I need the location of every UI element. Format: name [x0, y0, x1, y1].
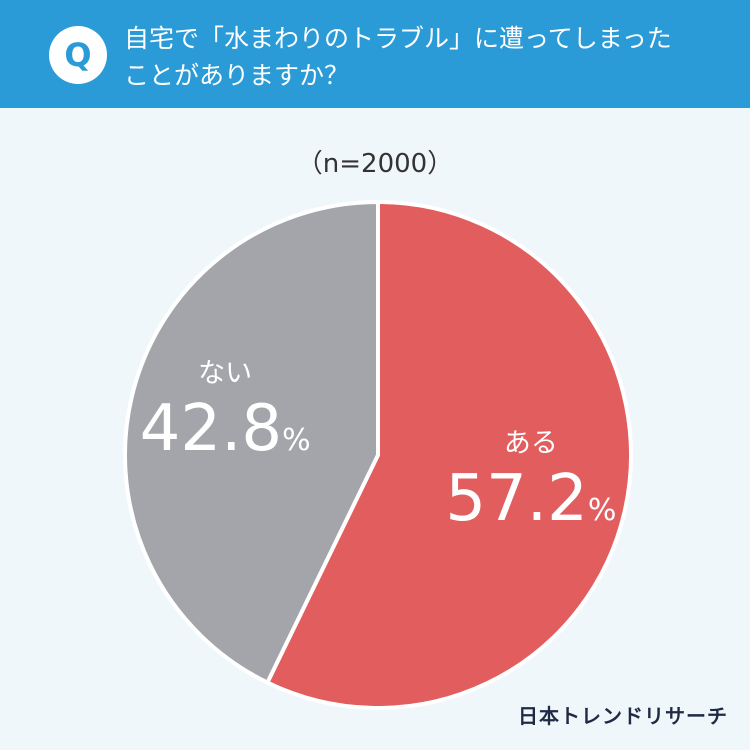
pie-slice-yes [265, 200, 633, 710]
slice-value-label: 42.8% [140, 392, 311, 466]
pie-slice-no [123, 200, 380, 685]
brand-logo: 日本トレンドリサーチ [518, 704, 728, 728]
question-text: 自宅で「水まわりのトラブル」に遭ってしまった ことがありますか？ [124, 20, 724, 94]
q-badge-icon: Q [49, 26, 107, 84]
sample-size-label: （n=2000） [296, 149, 454, 179]
question-line-1: 自宅で「水まわりのトラブル」に遭ってしまった [124, 24, 672, 53]
slice-value-label: 57.2% [445, 462, 616, 536]
question-header: Q 自宅で「水まわりのトラブル」に遭ってしまった ことがありますか？ [0, 0, 750, 108]
pie-slices [123, 200, 633, 710]
question-line-2: ことがありますか？ [124, 61, 350, 90]
slice-category-label: ない [198, 358, 252, 389]
slice-category-label: ある [504, 428, 558, 459]
